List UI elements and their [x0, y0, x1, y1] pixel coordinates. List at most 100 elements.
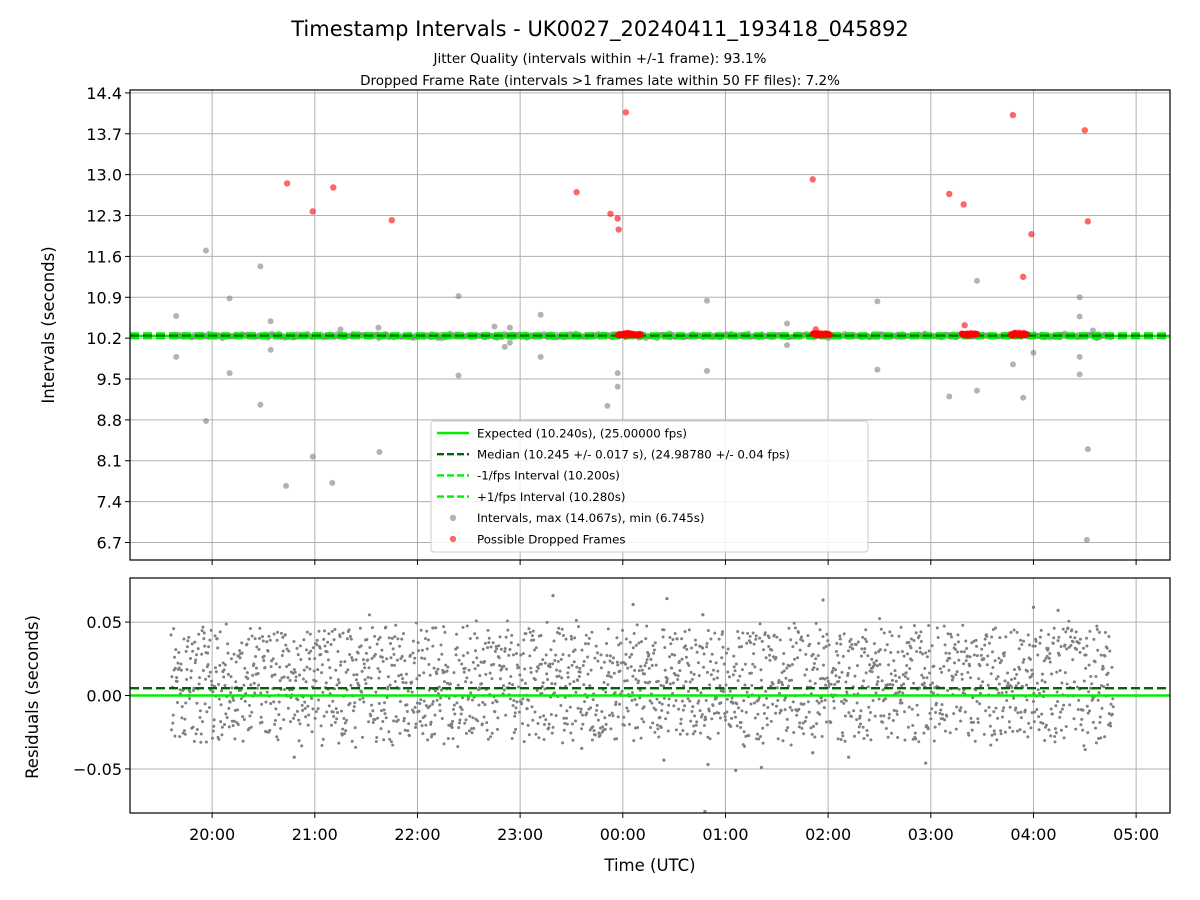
residual-point — [1088, 629, 1092, 633]
residual-point — [975, 700, 979, 704]
residual-point — [273, 722, 277, 726]
residual-point — [273, 719, 277, 723]
interval-outlier-point — [1083, 536, 1090, 543]
residual-point — [555, 668, 559, 672]
residual-point — [754, 637, 758, 641]
residual-point — [877, 697, 881, 701]
residual-point — [692, 672, 696, 676]
residual-point — [930, 707, 934, 711]
residual-point — [662, 628, 666, 632]
residual-point — [626, 709, 630, 713]
residual-point — [674, 728, 678, 732]
residual-point — [569, 731, 573, 735]
residual-point — [289, 720, 293, 724]
residual-point — [532, 638, 536, 642]
residual-point — [1026, 633, 1030, 637]
residual-point — [527, 698, 531, 702]
residual-point — [348, 634, 352, 638]
residual-point — [178, 735, 182, 739]
residual-point — [809, 726, 813, 730]
residual-point — [1085, 704, 1089, 708]
residual-point — [191, 689, 195, 693]
residual-point — [683, 644, 687, 648]
residual-point — [754, 634, 758, 638]
residual-point — [694, 643, 698, 647]
residual-point — [174, 648, 178, 652]
residual-point — [857, 725, 861, 729]
residual-point — [353, 726, 357, 730]
residual-point — [206, 663, 210, 667]
residual-point — [835, 641, 839, 645]
residual-point — [214, 670, 218, 674]
residual-point — [790, 708, 794, 712]
residual-point — [962, 650, 966, 654]
residual-point — [284, 643, 288, 647]
residual-point — [711, 703, 715, 707]
residual-point — [485, 728, 489, 732]
residual-point — [1050, 672, 1054, 676]
residual-point — [977, 677, 981, 681]
residual-point — [419, 698, 423, 702]
residual-point — [334, 707, 338, 711]
residual-point — [740, 645, 744, 649]
residual-point — [200, 629, 204, 633]
residual-point — [188, 696, 192, 700]
residual-point — [591, 698, 595, 702]
residual-point — [727, 675, 731, 679]
dropped-frame-point — [622, 109, 630, 116]
residual-point — [885, 643, 889, 647]
residual-point — [413, 656, 417, 660]
interval-outlier-point — [455, 372, 462, 379]
residual-point — [179, 668, 183, 672]
residual-point — [1013, 676, 1017, 680]
residual-point — [827, 643, 831, 647]
residual-point — [933, 725, 937, 729]
residual-point — [832, 706, 836, 710]
residual-point — [757, 696, 761, 700]
residual-point — [410, 680, 414, 684]
residual-point — [1025, 698, 1029, 702]
residual-point — [268, 638, 272, 642]
residual-point — [952, 712, 956, 716]
residual-point — [413, 705, 417, 709]
residual-point — [420, 656, 424, 660]
residual-point — [1006, 671, 1010, 675]
residual-point — [204, 677, 208, 681]
residual-point — [527, 733, 531, 737]
residual-point — [403, 659, 407, 663]
dropped-frame-point — [1084, 218, 1092, 225]
residual-point — [489, 645, 493, 649]
residual-point — [206, 651, 210, 655]
residual-point — [594, 713, 598, 717]
residual-point — [811, 652, 815, 656]
residual-point — [481, 700, 485, 704]
residual-point — [169, 728, 173, 732]
residual-point — [234, 680, 238, 684]
residual-point — [927, 623, 931, 627]
residual-point — [926, 727, 930, 731]
residual-point — [253, 691, 257, 695]
residual-point — [1061, 627, 1065, 631]
residual-point — [1094, 675, 1098, 679]
interval-outlier-point — [1076, 294, 1083, 301]
residual-point — [407, 722, 411, 726]
residual-point — [558, 669, 562, 673]
residual-point — [825, 676, 829, 680]
residual-point — [787, 626, 791, 630]
residual-point — [1058, 669, 1062, 673]
residual-point — [376, 716, 380, 720]
residual-point — [708, 659, 712, 663]
residual-point — [765, 723, 769, 727]
residual-point — [210, 683, 214, 687]
residual-point — [1049, 707, 1053, 711]
residual-point — [514, 727, 518, 731]
residual-point — [232, 719, 236, 723]
residual-point — [394, 715, 398, 719]
residual-point — [514, 652, 518, 656]
residual-point — [562, 728, 566, 732]
residual-point — [649, 657, 653, 661]
residual-point — [385, 657, 389, 661]
residual-point — [1109, 702, 1113, 706]
residual-point — [259, 691, 263, 695]
residual-point — [549, 648, 553, 652]
